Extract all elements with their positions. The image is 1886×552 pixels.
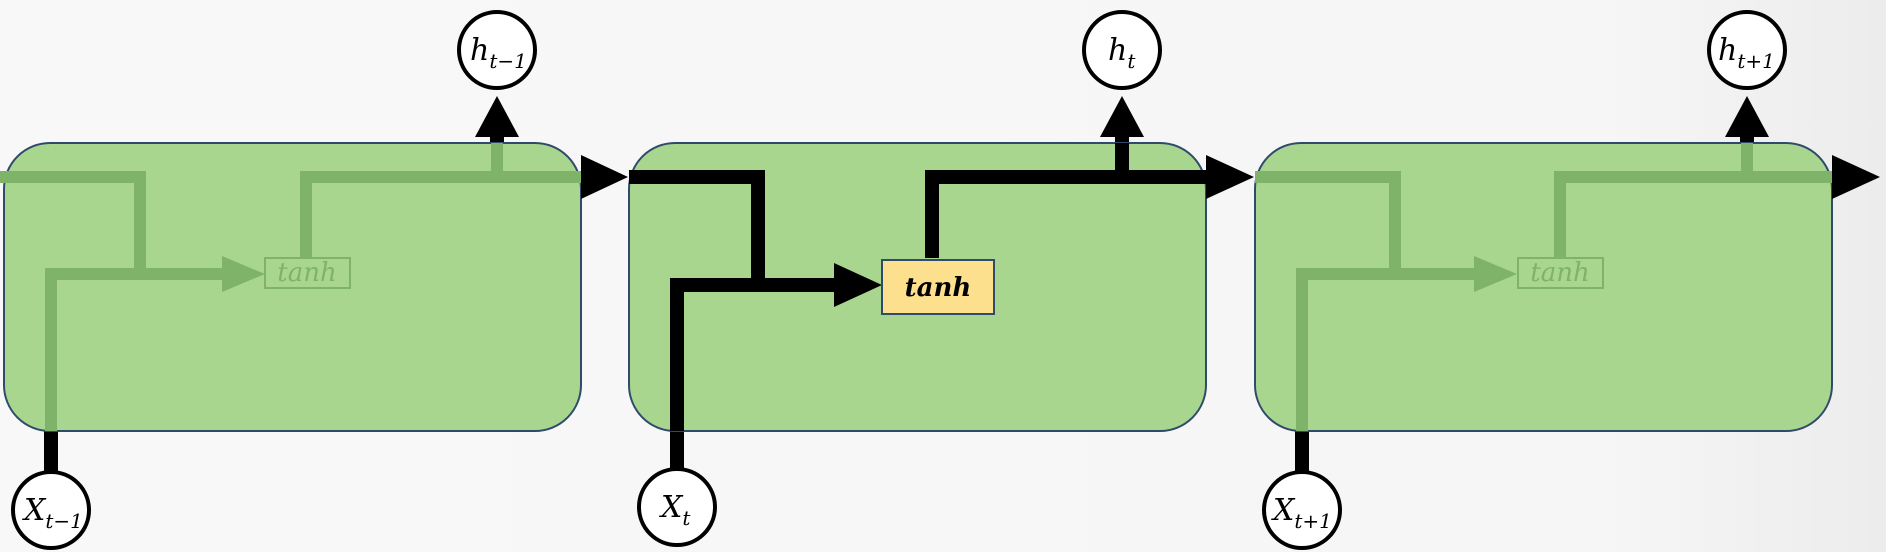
hidden-state-arrow <box>1832 155 1880 199</box>
input-node-label: Xt+1 <box>1271 493 1332 533</box>
tanh-box <box>881 259 995 315</box>
tanh-box-faded <box>1517 257 1604 289</box>
input-node <box>637 467 717 547</box>
tanh-label-faded: tanh <box>277 258 336 288</box>
faded-arrow-head <box>1474 256 1517 292</box>
output-node-label: ht <box>1108 33 1136 73</box>
faded-hidden-out-path <box>300 171 581 258</box>
hidden-state-arrow <box>1206 155 1254 199</box>
hidden-in-path <box>629 170 765 288</box>
rnn-cell-current: tanh ht Xt <box>628 10 1254 547</box>
output-node <box>457 10 537 90</box>
tanh-box-faded <box>264 257 351 289</box>
input-node-label: Xt−1 <box>22 493 83 533</box>
tanh-label-faded: tanh <box>1530 258 1589 288</box>
faded-hidden-in-path <box>1255 171 1401 268</box>
input-arrow-head <box>834 263 882 307</box>
rnn-cell-next: tanh ht+1 Xt+1 <box>1254 10 1880 550</box>
input-path <box>670 278 837 431</box>
input-node <box>1262 470 1342 550</box>
rnn-cell-prev: tanh ht−1 Xt−1 <box>0 10 628 550</box>
output-node <box>1082 10 1162 90</box>
input-node-label: Xt <box>659 490 691 530</box>
hidden-out-path <box>925 170 1206 258</box>
output-arrow-head <box>1100 96 1144 137</box>
output-node-label: ht+1 <box>1718 33 1775 73</box>
input-node <box>11 470 91 550</box>
faded-input-path <box>1296 268 1477 431</box>
output-node <box>1707 10 1787 90</box>
faded-arrow-head <box>222 256 265 292</box>
output-arrow-head <box>1725 96 1769 137</box>
faded-input-path <box>45 268 225 431</box>
faded-hidden-in-path <box>0 171 146 268</box>
output-arrow-head <box>475 96 519 137</box>
tanh-label: tanh <box>905 273 972 303</box>
output-node-label: ht−1 <box>470 33 527 73</box>
hidden-state-arrow <box>581 155 628 199</box>
